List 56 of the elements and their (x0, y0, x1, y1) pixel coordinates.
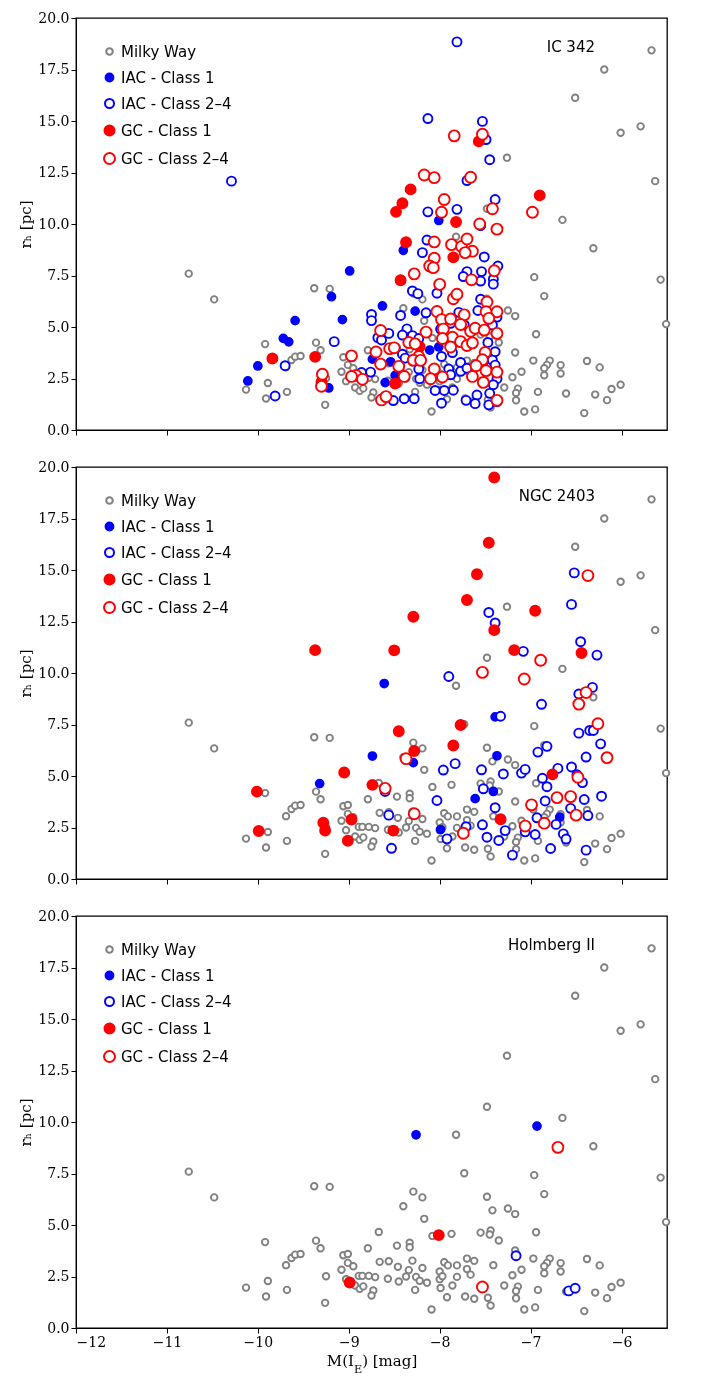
legend-label: GC - Class 2–4 (121, 598, 229, 617)
legend-label: Milky Way (121, 940, 197, 959)
x-axis-title: M(I$_{E}$) [mag] (326, 1351, 418, 1375)
y-tick-label: 0.0 (47, 421, 70, 438)
x-tick-label: −6 (611, 1333, 633, 1350)
y-tick-label: 10.0 (38, 215, 70, 232)
y-tick-label: 5.0 (47, 1216, 70, 1233)
y-axis-title: rₕ [pc] (17, 1098, 36, 1147)
legend-label: IAC - Class 1 (121, 966, 215, 985)
y-tick-label: 20.0 (38, 9, 70, 26)
x-tick-label: −9 (338, 1333, 360, 1350)
legend-label: Milky Way (121, 491, 197, 510)
y-tick-label: 17.5 (38, 959, 70, 975)
legend-label: IAC - Class 2–4 (121, 992, 232, 1011)
x-tick-label: −11 (152, 1333, 183, 1350)
y-tick-label: 0.0 (47, 1319, 70, 1336)
y-tick-label: 0.0 (47, 870, 70, 887)
y-tick-label: 7.5 (47, 267, 70, 283)
y-tick-label: 17.5 (38, 510, 70, 526)
y-tick-label: 5.0 (47, 767, 70, 784)
annotation: Holmberg II (507, 936, 595, 954)
legend-label: IAC - Class 1 (121, 517, 215, 536)
y-tick-label: 10.0 (38, 1113, 70, 1130)
legend-label: GC - Class 2–4 (121, 149, 229, 168)
y-tick-label: 15.0 (38, 112, 70, 129)
legend-label: GC - Class 1 (121, 570, 212, 589)
legend-label: GC - Class 1 (121, 121, 212, 140)
x-tick-label: −12 (76, 1333, 107, 1350)
legend-label: GC - Class 1 (121, 1019, 212, 1038)
x-tick-label: −7 (520, 1333, 542, 1350)
annotation: NGC 2403 (518, 487, 595, 505)
y-tick-label: 20.0 (38, 907, 70, 924)
annotation: IC 342 (546, 38, 595, 56)
y-tick-label: 2.5 (47, 1268, 70, 1284)
y-tick-label: 20.0 (38, 458, 70, 475)
x-tick-label: −8 (429, 1333, 451, 1350)
y-axis-title: rₕ [pc] (17, 200, 36, 249)
legend-label: IAC - Class 2–4 (121, 543, 232, 562)
y-tick-label: 7.5 (47, 1165, 70, 1181)
y-tick-label: 17.5 (38, 61, 70, 77)
x-tick-label: −10 (243, 1333, 274, 1350)
y-tick-label: 10.0 (38, 664, 70, 681)
y-tick-label: 12.5 (38, 1062, 70, 1078)
legend-label: IAC - Class 1 (121, 68, 215, 87)
legend-label: GC - Class 2–4 (121, 1047, 229, 1066)
legend-label: IAC - Class 2–4 (121, 94, 232, 113)
y-tick-label: 12.5 (38, 164, 70, 180)
y-tick-label: 2.5 (47, 819, 70, 835)
legend-label: Milky Way (121, 42, 197, 61)
y-axis-title: rₕ [pc] (17, 649, 36, 698)
y-tick-label: 2.5 (47, 370, 70, 386)
y-tick-label: 7.5 (47, 716, 70, 732)
y-tick-label: 15.0 (38, 561, 70, 578)
y-tick-label: 12.5 (38, 613, 70, 629)
y-tick-label: 15.0 (38, 1010, 70, 1027)
y-tick-label: 5.0 (47, 318, 70, 335)
